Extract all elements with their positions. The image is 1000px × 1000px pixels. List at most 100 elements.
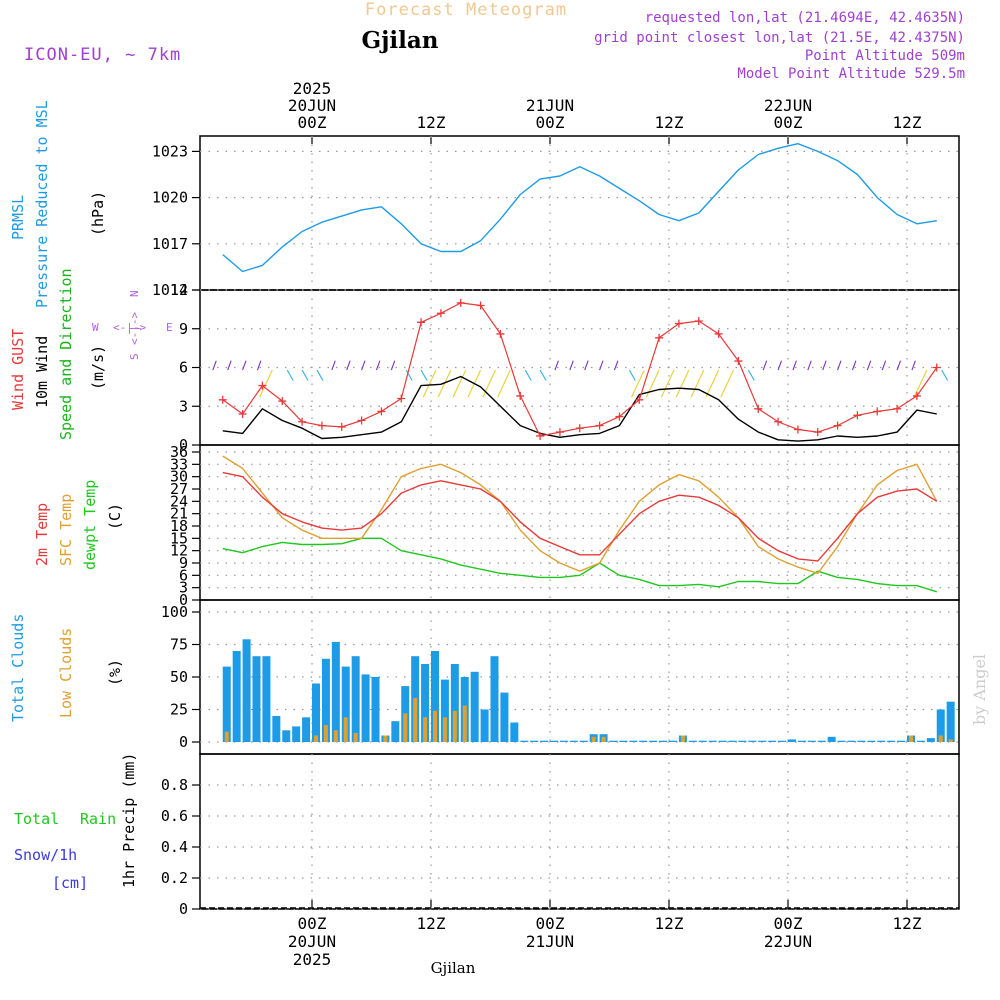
total-clouds-bar [728,740,737,742]
gust-marker [615,412,624,421]
gust-marker [893,404,902,413]
gust-marker [516,391,525,400]
wind-direction-arrow [690,369,705,398]
gust-marker [536,431,545,440]
pressure-grid [200,136,959,291]
wind-direction-arrow [631,369,645,398]
wind-direction-arrows [212,360,949,398]
total-clouds-bar [758,740,767,742]
compass: N <-|-> S W <-|-> E [92,290,173,360]
low-clouds-bar [452,710,457,742]
precip-y-ticks: 0 0.2 0.4 0.6 0.8 [161,776,200,918]
wind-direction-arrow [346,360,351,371]
bottom-time-label: 2025 [293,950,332,969]
bottom-time-label: 00Z [774,914,803,933]
clouds-panel: 0 25 50 75 100 Total Clouds Low Clouds (%) [9,599,960,755]
wind-direction-arrow [227,360,232,371]
total-clouds-bar [500,692,509,742]
total-clouds-bar [857,740,866,742]
precip-unit: 1hr Precip (mm) [120,753,138,888]
pressure-series [222,142,937,273]
y-tick-label: 0 [179,900,188,918]
bottom-time-label: 20JUN [288,932,336,951]
wind-direction-arrow [482,369,496,398]
wind-direction-arrow [242,360,247,371]
gust-marker [932,363,941,372]
y-tick-label: 27 [170,480,188,498]
clouds-unit: (%) [106,659,124,686]
top-time-label: 2025 [293,79,332,98]
gust-marker [674,319,683,328]
compass-east: E [166,321,173,334]
wind-direction-arrow [361,360,366,371]
total-clouds-bar [272,716,281,742]
total-clouds-bar [897,740,906,742]
wind-direction-arrow [569,360,574,371]
pressure-label-long: Pressure Reduced to MSL [33,100,51,308]
precip-frame [199,753,960,910]
chart-title: Forecast Meteogram [365,0,567,20]
wind-series [218,298,941,442]
wind-direction-arrow [497,369,511,398]
total-clouds-label: Total Clouds [9,614,27,722]
requested-coords: requested lon,lat (21.4694E, 42.4635N) [645,10,965,26]
total-clouds-bar [490,656,499,742]
gust-marker [337,422,346,431]
gust-marker [218,395,227,404]
total-clouds-bar [708,740,717,742]
low-clouds-bar [948,739,953,742]
gust-marker [496,329,505,338]
total-clouds-bar [440,679,449,742]
snow-label: Snow/1h [14,846,77,864]
y-tick-label: 3 [179,397,188,415]
low-clouds-bar [601,736,606,742]
bottom-time-label: 22JUN [764,932,812,951]
gust-line [222,302,938,437]
wind-direction-arrow [807,360,812,371]
wind-direction-arrow [437,369,452,398]
gust-label: Wind GUST [9,329,27,410]
total-clouds-bar [421,664,430,742]
y-tick-label: 75 [170,636,188,654]
low-clouds-bar [343,717,348,742]
wind-direction-arrow [539,369,547,381]
y-tick-label: 0 [179,436,188,454]
y-tick-label: 12 [170,542,188,560]
y-tick-label: 0.2 [161,869,188,887]
low-clouds-bar [333,730,338,742]
wind-direction-arrow [660,369,675,398]
total-clouds-bar [926,738,935,742]
y-tick-label: 30 [170,468,188,486]
compass-west: W [92,321,99,334]
wind-direction-arrow [881,360,887,371]
location-title: Gjilan [361,27,438,54]
gust-marker [734,357,743,366]
total-clouds-bar [321,658,330,742]
total-clouds-bar [262,656,271,742]
total-clouds-bar [530,740,539,742]
gust-marker [575,424,584,433]
total-clouds-bar [867,740,876,742]
total-clouds-bar [748,740,757,742]
y-tick-label: 1020 [152,189,188,207]
total-clouds-bar [559,740,568,742]
wind-direction-arrow [584,360,589,371]
top-time-label: 12Z [417,113,446,132]
top-time-label: 00Z [774,113,803,132]
wind-direction-arrow [599,360,604,371]
gust-marker [298,417,307,426]
total-clouds-bar [222,666,231,742]
temperature-frame [199,444,960,601]
dewpt-label: dewpt Temp [81,480,99,570]
gust-marker [853,411,862,420]
compass-arrow-horizontal: <-|-> [113,321,146,334]
y-tick-label: 100 [161,603,188,621]
wind-panel: 0 3 6 9 12 Wind GUST 10m Wind Speed and Dire… [9,268,960,454]
y-tick-label: 36 [170,443,188,461]
gust-marker [873,407,882,416]
wind-direction-arrow [452,369,467,398]
clouds-y-ticks: 0 25 50 75 100 [161,603,200,751]
